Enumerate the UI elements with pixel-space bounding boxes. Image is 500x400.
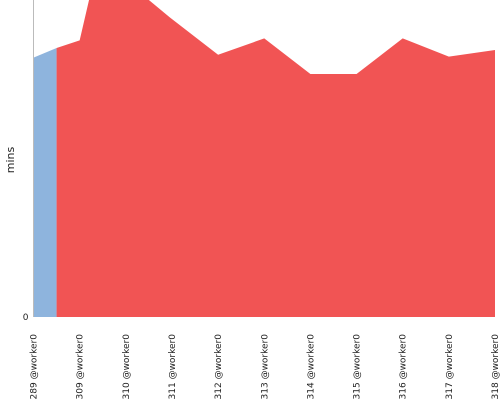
y-axis-title: mins	[4, 146, 17, 173]
area-segment-0	[33, 48, 57, 317]
area-segment-1	[56, 0, 495, 317]
x-tick-label: #289 @worker0	[30, 334, 40, 400]
x-tick-label: #309 @worker0	[76, 334, 86, 400]
x-tick-label: #316 @worker0	[399, 334, 409, 400]
x-axis-labels: #289 @worker0 #309 @worker0 #310 @worker0 #…	[30, 334, 500, 400]
x-tick-label: #310 @worker0	[122, 334, 132, 400]
x-tick-label: #313 @worker0	[260, 334, 270, 400]
x-tick-label: #317 @worker0	[445, 334, 455, 400]
x-tick-label: #318 @worker0	[491, 334, 500, 400]
series-areas	[33, 0, 495, 317]
y-tick-label: 0	[23, 313, 29, 323]
x-tick-label: #311 @worker0	[168, 334, 178, 400]
x-tick-label: #312 @worker0	[214, 334, 224, 400]
y-ticks: 0	[23, 313, 29, 323]
x-tick-label: #315 @worker0	[353, 334, 363, 400]
x-tick-label: #314 @worker0	[306, 334, 316, 400]
